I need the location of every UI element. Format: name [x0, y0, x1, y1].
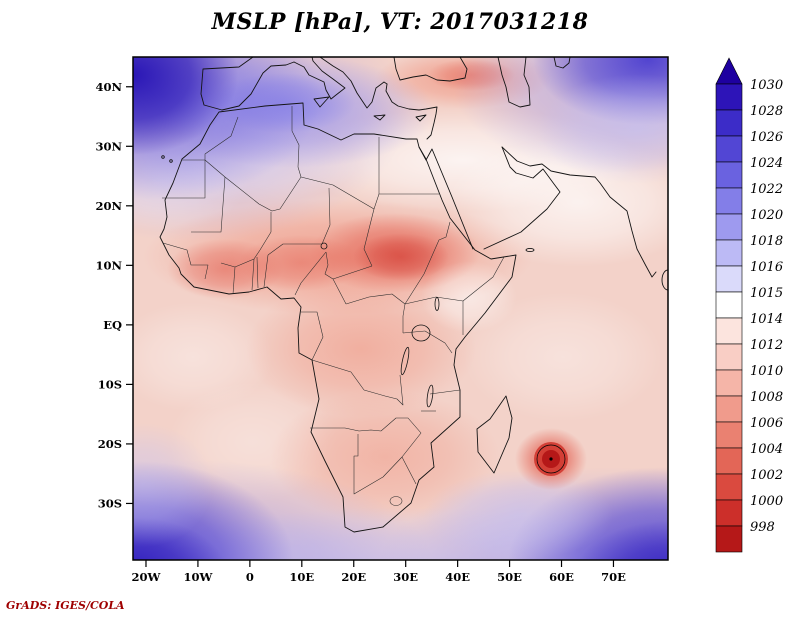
- colorbar: 1030 1028 1026 1024 1022 1020 1018 1016 1015 1014…: [715, 57, 783, 553]
- colorbar-label: 1016: [750, 260, 783, 275]
- y-tick-label: 10N: [95, 258, 122, 272]
- colorbar-label: 1028: [750, 104, 783, 119]
- colorbar-band: [715, 291, 743, 319]
- colorbar-label: 1006: [750, 416, 783, 431]
- x-tick-label: 20W: [132, 570, 162, 584]
- colorbar-band: [715, 213, 743, 241]
- x-tick-label: 30E: [393, 570, 418, 584]
- colorbar-band: [715, 265, 743, 293]
- colorbar-label: 1014: [750, 312, 783, 327]
- x-tick-label: 40E: [445, 570, 470, 584]
- colorbar-label: 1002: [750, 468, 783, 483]
- colorbar-label: 998: [750, 520, 775, 535]
- colorbar-label: 1000: [750, 494, 783, 509]
- colorbar-band: [715, 499, 743, 527]
- colorbar-band: [715, 161, 743, 189]
- y-tick-label: 20S: [98, 437, 122, 451]
- grads-stamp: GrADS: IGES/COLA: [6, 599, 125, 612]
- lakes: [320, 242, 440, 408]
- y-tick-label: 10S: [98, 377, 122, 391]
- colorbar-label: 1008: [750, 390, 783, 405]
- x-tick-label: 10E: [289, 570, 314, 584]
- colorbar-arrow: [715, 57, 743, 85]
- colorbar-band: [715, 525, 743, 553]
- y-tick-label: 20N: [95, 199, 122, 213]
- colorbar-band: [715, 109, 743, 137]
- colorbar-label: 1026: [750, 130, 783, 145]
- colorbar-band: [715, 447, 743, 475]
- x-tick-label: 10W: [183, 570, 213, 584]
- colorbar-label: 1024: [750, 156, 783, 171]
- coastlines: [159, 57, 668, 533]
- x-tick-label: 20E: [341, 570, 366, 584]
- y-axis: 40N 30N 20N 10N EQ 10S 20S 30S: [95, 80, 133, 510]
- colorbar-band: [715, 395, 743, 423]
- country-borders: [162, 106, 505, 506]
- colorbar-band: [715, 369, 743, 397]
- y-tick-label: 30N: [95, 139, 122, 153]
- x-tick-label: 60E: [549, 570, 574, 584]
- colorbar-band: [715, 187, 743, 215]
- colorbar-label: 1030: [750, 78, 783, 93]
- x-tick-label: 70E: [601, 570, 626, 584]
- colorbar-band: [715, 473, 743, 501]
- colorbar-label: 1022: [750, 182, 783, 197]
- colorbar-band: [715, 421, 743, 449]
- colorbar-label: 1004: [750, 442, 783, 457]
- tropical-cyclone-marker: [515, 428, 587, 490]
- colorbar-band: [715, 135, 743, 163]
- colorbar-label: 1010: [750, 364, 783, 379]
- colorbar-label: 1015: [750, 286, 783, 301]
- colorbar-band: [715, 317, 743, 345]
- chart-title: MSLP [hPa], VT: 2017031218: [211, 9, 589, 35]
- y-tick-label: 30S: [98, 496, 122, 510]
- colorbar-label: 1020: [750, 208, 783, 223]
- colorbar-band: [715, 343, 743, 371]
- colorbar-band: [715, 83, 743, 111]
- colorbar-band: [715, 239, 743, 267]
- x-tick-label: 50E: [497, 570, 522, 584]
- colorbar-label: 1018: [750, 234, 783, 249]
- x-axis: 20W 10W 0 10E 20E 30E 40E 50E 60E 70E: [132, 560, 626, 584]
- y-tick-label: 40N: [95, 80, 122, 94]
- x-tick-label: 0: [246, 570, 254, 584]
- plot-frame: [132, 56, 669, 561]
- y-tick-label: EQ: [103, 318, 122, 332]
- colorbar-label: 1012: [750, 338, 783, 353]
